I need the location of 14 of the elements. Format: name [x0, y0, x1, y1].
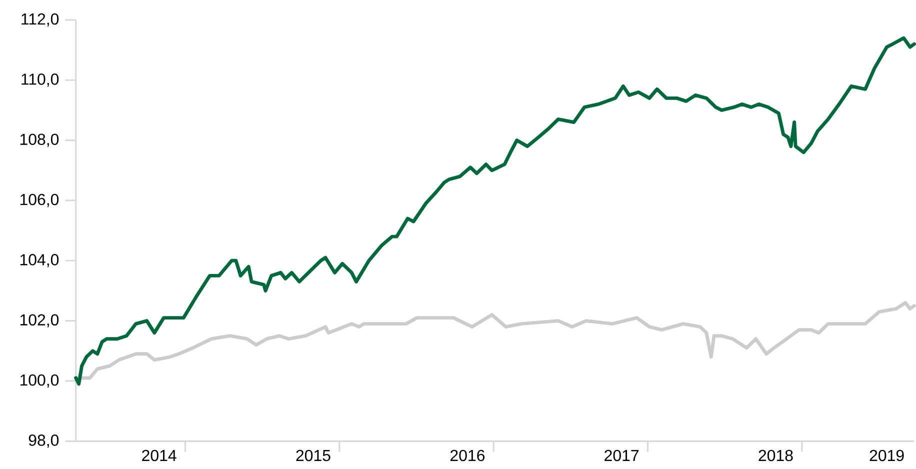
y-tick-label: 98,0 — [28, 434, 59, 448]
y-tick-label: 106,0 — [20, 194, 59, 208]
x-tick-label: 2019 — [870, 450, 904, 462]
y-tick-label: 110,0 — [22, 73, 59, 87]
y-tick-label: 112,0 — [22, 13, 59, 27]
y-tick-label: 102,0 — [20, 314, 59, 328]
y-tick-label: 104,0 — [20, 254, 59, 268]
y-tick-label: 100,0 — [20, 374, 59, 388]
x-tick-label: 2017 — [604, 450, 639, 462]
x-tick-label: 2018 — [758, 450, 793, 462]
x-tick-label: 2016 — [450, 450, 485, 462]
y-tick-label: 108,0 — [20, 134, 59, 147]
x-tick-label: 2014 — [142, 450, 176, 462]
x-tick-label: 2015 — [296, 450, 330, 462]
